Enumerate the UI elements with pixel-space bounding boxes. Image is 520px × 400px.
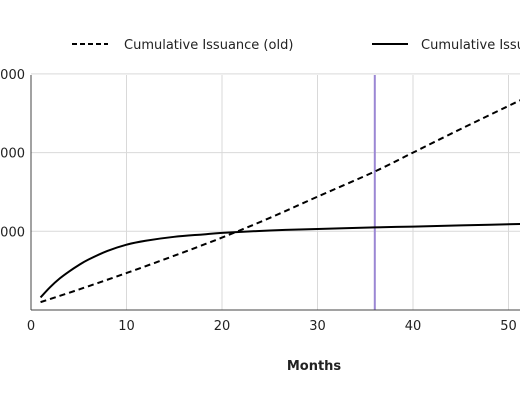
tick-labels: 0 10 20 30 40 50 000 000 000	[0, 68, 517, 334]
axes	[30, 75, 520, 311]
x-tick-label: 30	[309, 319, 326, 334]
legend[interactable]: Cumulative Issuance (old) Cumulative Issu…	[72, 38, 520, 53]
series-layer	[39, 99, 520, 304]
series-line-old-issuance	[40, 99, 520, 304]
x-tick-label: 50	[500, 319, 517, 334]
x-tick-label: 10	[118, 319, 135, 334]
series-line-issuance	[39, 223, 520, 299]
y-tick-label: 000	[0, 225, 25, 240]
y-tick-label: 000	[0, 147, 25, 162]
legend-label[interactable]: Cumulative Issuance	[421, 38, 520, 53]
grid	[31, 73, 520, 310]
x-tick-label: 20	[214, 319, 231, 334]
x-tick-label: 40	[405, 319, 422, 334]
x-axis-title: Months	[287, 359, 342, 374]
legend-label[interactable]: Cumulative Issuance (old)	[124, 38, 293, 53]
x-tick-label: 0	[27, 319, 35, 334]
y-tick-label: 000	[0, 68, 25, 83]
